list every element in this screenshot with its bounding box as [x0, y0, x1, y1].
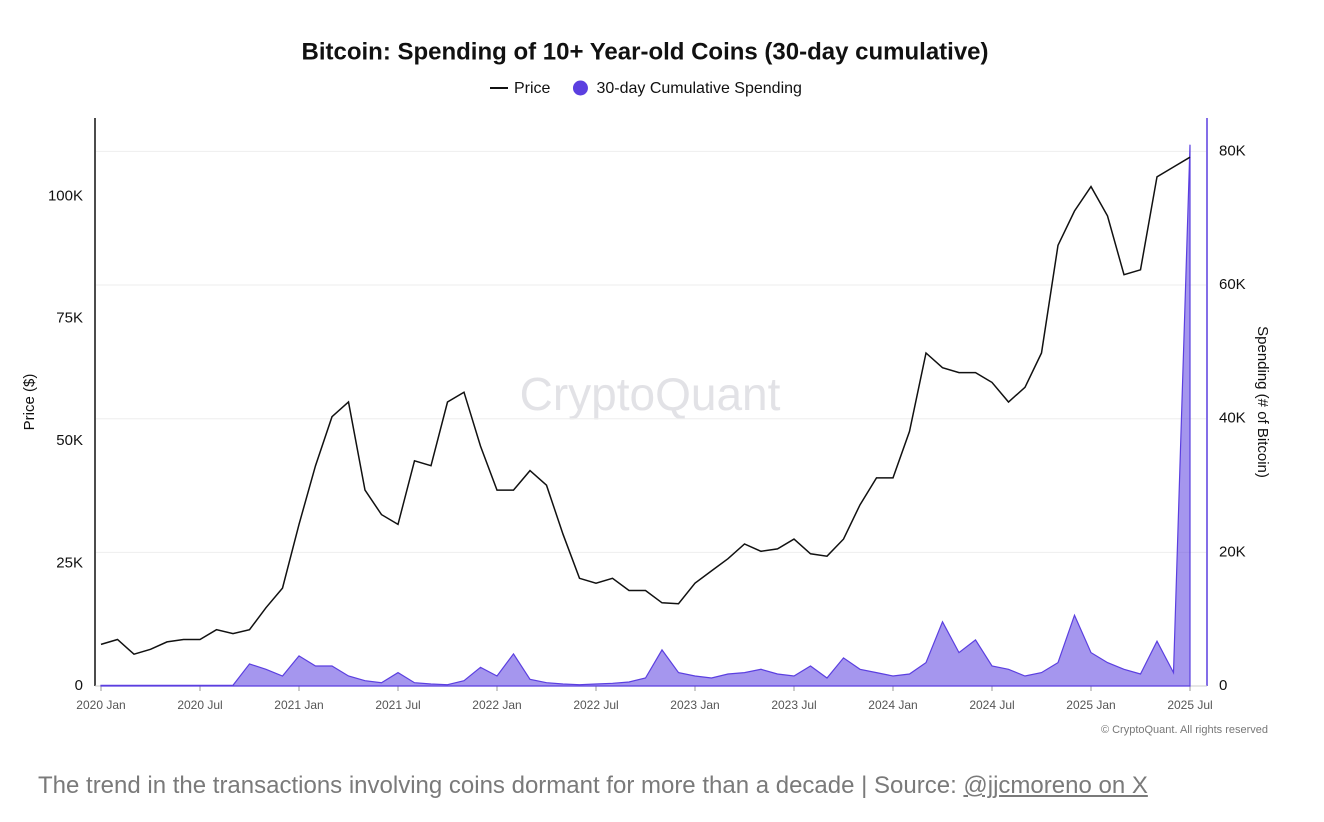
legend-swatch	[572, 80, 588, 96]
y2-axis-title: Spending (# of Bitcoin)	[1254, 326, 1271, 478]
x-tick-label: 2024 Jul	[969, 698, 1014, 712]
x-tick-label: 2024 Jan	[868, 698, 917, 712]
y2-tick-label: 0	[1219, 677, 1227, 694]
source-link[interactable]: @jjcmoreno on X	[963, 772, 1148, 799]
watermark: CryptoQuant	[520, 368, 781, 420]
y-tick-label: 100K	[48, 187, 83, 204]
y-tick-label: 0	[75, 677, 83, 694]
copyright: © CryptoQuant. All rights reserved	[1101, 724, 1268, 736]
y-tick-label: 75K	[56, 310, 83, 327]
price-line	[100, 156, 1191, 656]
y-tick-label: 50K	[56, 432, 83, 449]
x-tick-label: 2022 Jan	[472, 698, 521, 712]
legend-label: 30-day Cumulative Spending	[596, 80, 801, 97]
y2-tick-label: 40K	[1219, 410, 1246, 427]
x-tick-label: 2022 Jul	[573, 698, 618, 712]
legend-label: Price	[514, 80, 551, 97]
x-tick-label: 2025 Jan	[1066, 698, 1115, 712]
x-tick-label: 2020 Jan	[76, 698, 125, 712]
y-axis-title: Price ($)	[21, 374, 38, 431]
x-tick-label: 2025 Jul	[1167, 698, 1212, 712]
x-tick-label: 2023 Jul	[771, 698, 816, 712]
y2-tick-label: 20K	[1219, 543, 1246, 560]
spending-area	[100, 144, 1191, 687]
x-tick-label: 2023 Jan	[670, 698, 719, 712]
chart-title: Bitcoin: Spending of 10+ Year-old Coins …	[301, 38, 988, 65]
caption: The trend in the transactions involving …	[38, 772, 1148, 800]
y2-tick-label: 80K	[1219, 142, 1246, 159]
x-tick-label: 2020 Jul	[177, 698, 222, 712]
x-tick-label: 2021 Jan	[274, 698, 323, 712]
caption-text: The trend in the transactions involving …	[38, 772, 964, 799]
y-tick-label: 25K	[56, 555, 83, 572]
chart: Bitcoin: Spending of 10+ Year-old Coins …	[21, 38, 1271, 736]
x-tick-label: 2021 Jul	[375, 698, 420, 712]
y2-tick-label: 60K	[1219, 276, 1246, 293]
